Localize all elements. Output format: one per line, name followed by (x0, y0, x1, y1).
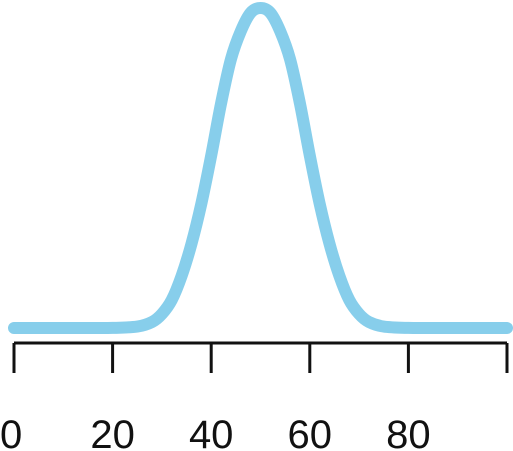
x-tick-label-20: 20 (90, 413, 135, 451)
plot-area (8, 2, 513, 335)
x-tick-label-60: 60 (288, 413, 333, 451)
x-tick-label-40: 40 (189, 413, 234, 451)
x-tick-label-80: 80 (386, 413, 431, 451)
x-axis: 0 20 40 60 80 (0, 341, 509, 451)
x-tick-label-0: 0 (0, 413, 22, 451)
density-curve-line (8, 2, 513, 335)
